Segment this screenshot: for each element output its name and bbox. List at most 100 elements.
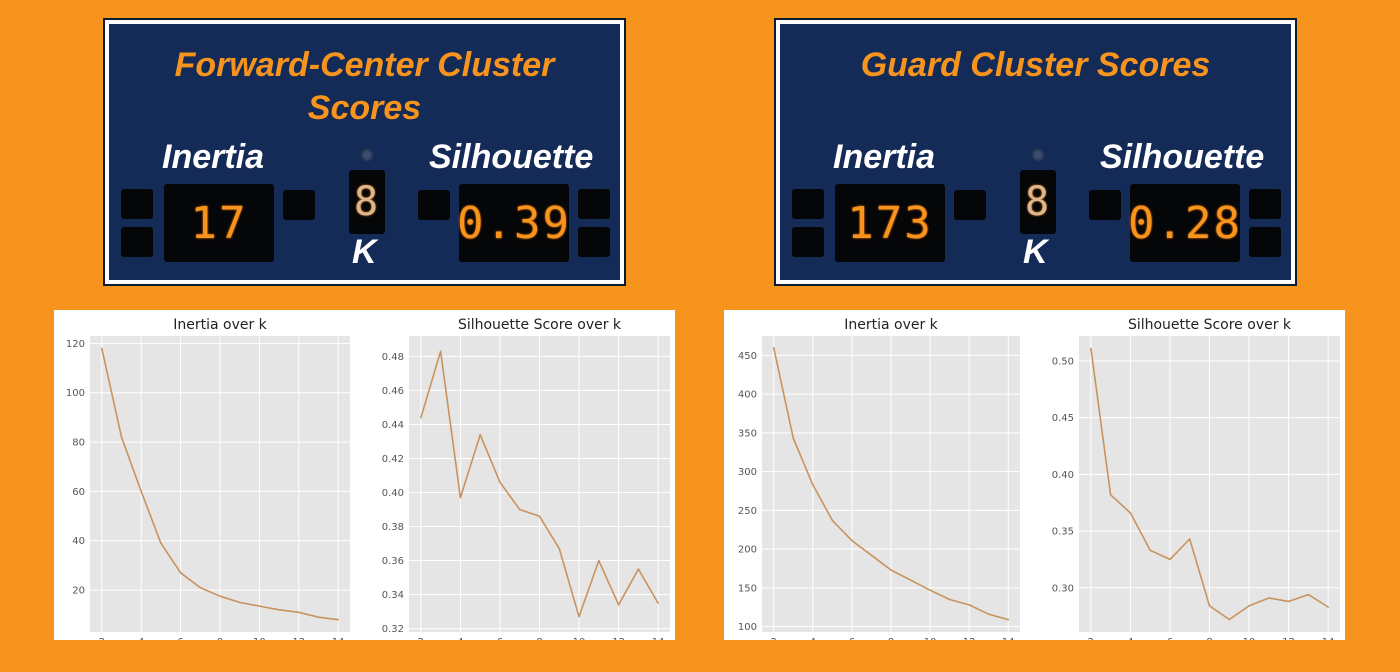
data-point — [538, 515, 541, 518]
y-tick-label: 0.48 — [382, 352, 404, 363]
data-point — [1248, 605, 1250, 607]
y-tick-label: 100 — [66, 388, 85, 399]
data-point — [317, 616, 320, 618]
x-tick-label: 8 — [1206, 637, 1212, 640]
silhouette-display: 0.39 — [457, 184, 571, 262]
data-point — [987, 613, 990, 615]
x-tick-label: 2 — [418, 637, 424, 640]
scoreboard-face: Forward-Center Cluster Scores Inertia Si… — [109, 24, 620, 280]
indicator-block — [121, 189, 153, 219]
chart-title: Inertia over k — [173, 317, 267, 333]
x-tick-label: 6 — [1167, 637, 1173, 640]
indicator-block — [792, 227, 824, 257]
data-point — [1307, 593, 1310, 596]
data-point — [120, 436, 123, 438]
indicator-block — [954, 190, 986, 220]
y-tick-label: 0.34 — [382, 590, 404, 601]
inertia-chart: Inertia over k 2 4 6 8 10 12 14 100 150 200 250 300 3… — [738, 317, 1020, 640]
data-point — [459, 496, 462, 499]
x-tick-label: 14 — [332, 637, 345, 640]
indicator-block — [578, 227, 610, 257]
data-point — [140, 490, 143, 493]
inertia-chart: Inertia over k 2 4 6 8 10 12 14 20 40 60 80 100 120 — [66, 317, 350, 640]
data-point — [101, 347, 103, 350]
data-point — [1109, 493, 1112, 496]
data-point — [238, 601, 241, 604]
dot-matrix-icon — [360, 148, 374, 162]
chart-title: Inertia over k — [844, 317, 938, 333]
y-tick-label: 350 — [738, 428, 757, 439]
data-point — [578, 615, 580, 618]
y-tick-label: 300 — [738, 467, 757, 478]
data-point — [1149, 549, 1151, 552]
x-tick-label: 2 — [771, 637, 777, 640]
silhouette-label: Silhouette — [429, 138, 594, 176]
data-point — [598, 559, 600, 562]
dot-matrix-icon — [1031, 148, 1045, 162]
x-tick-label: 12 — [612, 637, 625, 640]
k-value: 8 — [1024, 179, 1052, 225]
y-tick-label: 120 — [66, 339, 85, 350]
data-point — [851, 539, 853, 542]
scoreboard-forward-center: Forward-Center Cluster Scores Inertia Si… — [103, 18, 626, 286]
y-tick-label: 0.44 — [382, 420, 404, 431]
data-point — [968, 604, 970, 606]
data-point — [870, 554, 873, 557]
y-tick-label: 0.32 — [382, 624, 404, 635]
indicator-block — [1089, 190, 1121, 220]
k-display: 8 — [349, 170, 385, 234]
data-point — [831, 519, 834, 522]
x-tick-label: 6 — [849, 637, 855, 640]
data-point — [518, 508, 521, 511]
data-point — [1007, 618, 1010, 621]
x-tick-label: 10 — [924, 637, 937, 640]
y-tick-label: 20 — [72, 586, 85, 597]
y-tick-label: 40 — [72, 536, 85, 547]
x-tick-label: 14 — [652, 637, 665, 640]
indicator-block — [1249, 189, 1281, 219]
data-point — [792, 437, 795, 440]
data-point — [297, 611, 300, 614]
indicator-block — [792, 189, 824, 219]
y-tick-label: 60 — [72, 487, 85, 498]
inertia-label: Inertia — [162, 138, 265, 176]
x-tick-label: 2 — [99, 637, 105, 640]
y-tick-label: 100 — [738, 622, 757, 633]
silhouette-display: 0.28 — [1128, 184, 1240, 262]
y-tick-label: 0.45 — [1052, 413, 1074, 424]
indicator-block — [283, 190, 315, 220]
y-tick-label: 200 — [738, 545, 757, 556]
data-point — [1228, 618, 1231, 621]
x-tick-label: 6 — [177, 637, 183, 640]
scoreboard-title-line1: Forward-Center Cluster — [174, 46, 555, 84]
data-point — [219, 595, 221, 598]
y-tick-label: 0.46 — [382, 386, 404, 397]
chart-title: Silhouette Score over k — [1128, 317, 1292, 333]
silhouette-value: 0.39 — [457, 197, 571, 249]
data-point — [812, 483, 814, 486]
data-point — [1129, 512, 1132, 514]
indicator-block — [418, 190, 450, 220]
data-point — [1169, 558, 1171, 561]
data-point — [258, 605, 261, 607]
chart-panel-guard: Inertia over k 2 4 6 8 10 12 14 100 150 200 250 300 3… — [724, 310, 1345, 640]
y-tick-label: 0.38 — [382, 522, 404, 533]
x-tick-label: 12 — [1282, 637, 1295, 640]
data-point — [929, 589, 931, 591]
x-tick-label: 14 — [1322, 637, 1335, 640]
silhouette-label: Silhouette — [1100, 138, 1265, 176]
data-point — [1188, 538, 1191, 540]
data-point — [1287, 600, 1290, 603]
inertia-label: Inertia — [833, 138, 936, 176]
x-tick-label: 4 — [457, 637, 463, 640]
scoreboard-guard: Guard Cluster Scores Inertia Silhouette … — [774, 18, 1297, 286]
x-tick-label: 12 — [963, 637, 976, 640]
data-point — [278, 609, 280, 611]
scoreboard-title: Guard Cluster Scores — [780, 44, 1291, 87]
inertia-display: 17 — [164, 184, 274, 262]
x-tick-label: 10 — [253, 637, 266, 640]
chart-panel-forward-center: Inertia over k 2 4 6 8 10 12 14 20 40 60 80 100 120 S… — [54, 310, 675, 640]
data-point — [420, 416, 422, 419]
k-display: 8 — [1020, 170, 1056, 234]
indicator-block — [121, 227, 153, 257]
